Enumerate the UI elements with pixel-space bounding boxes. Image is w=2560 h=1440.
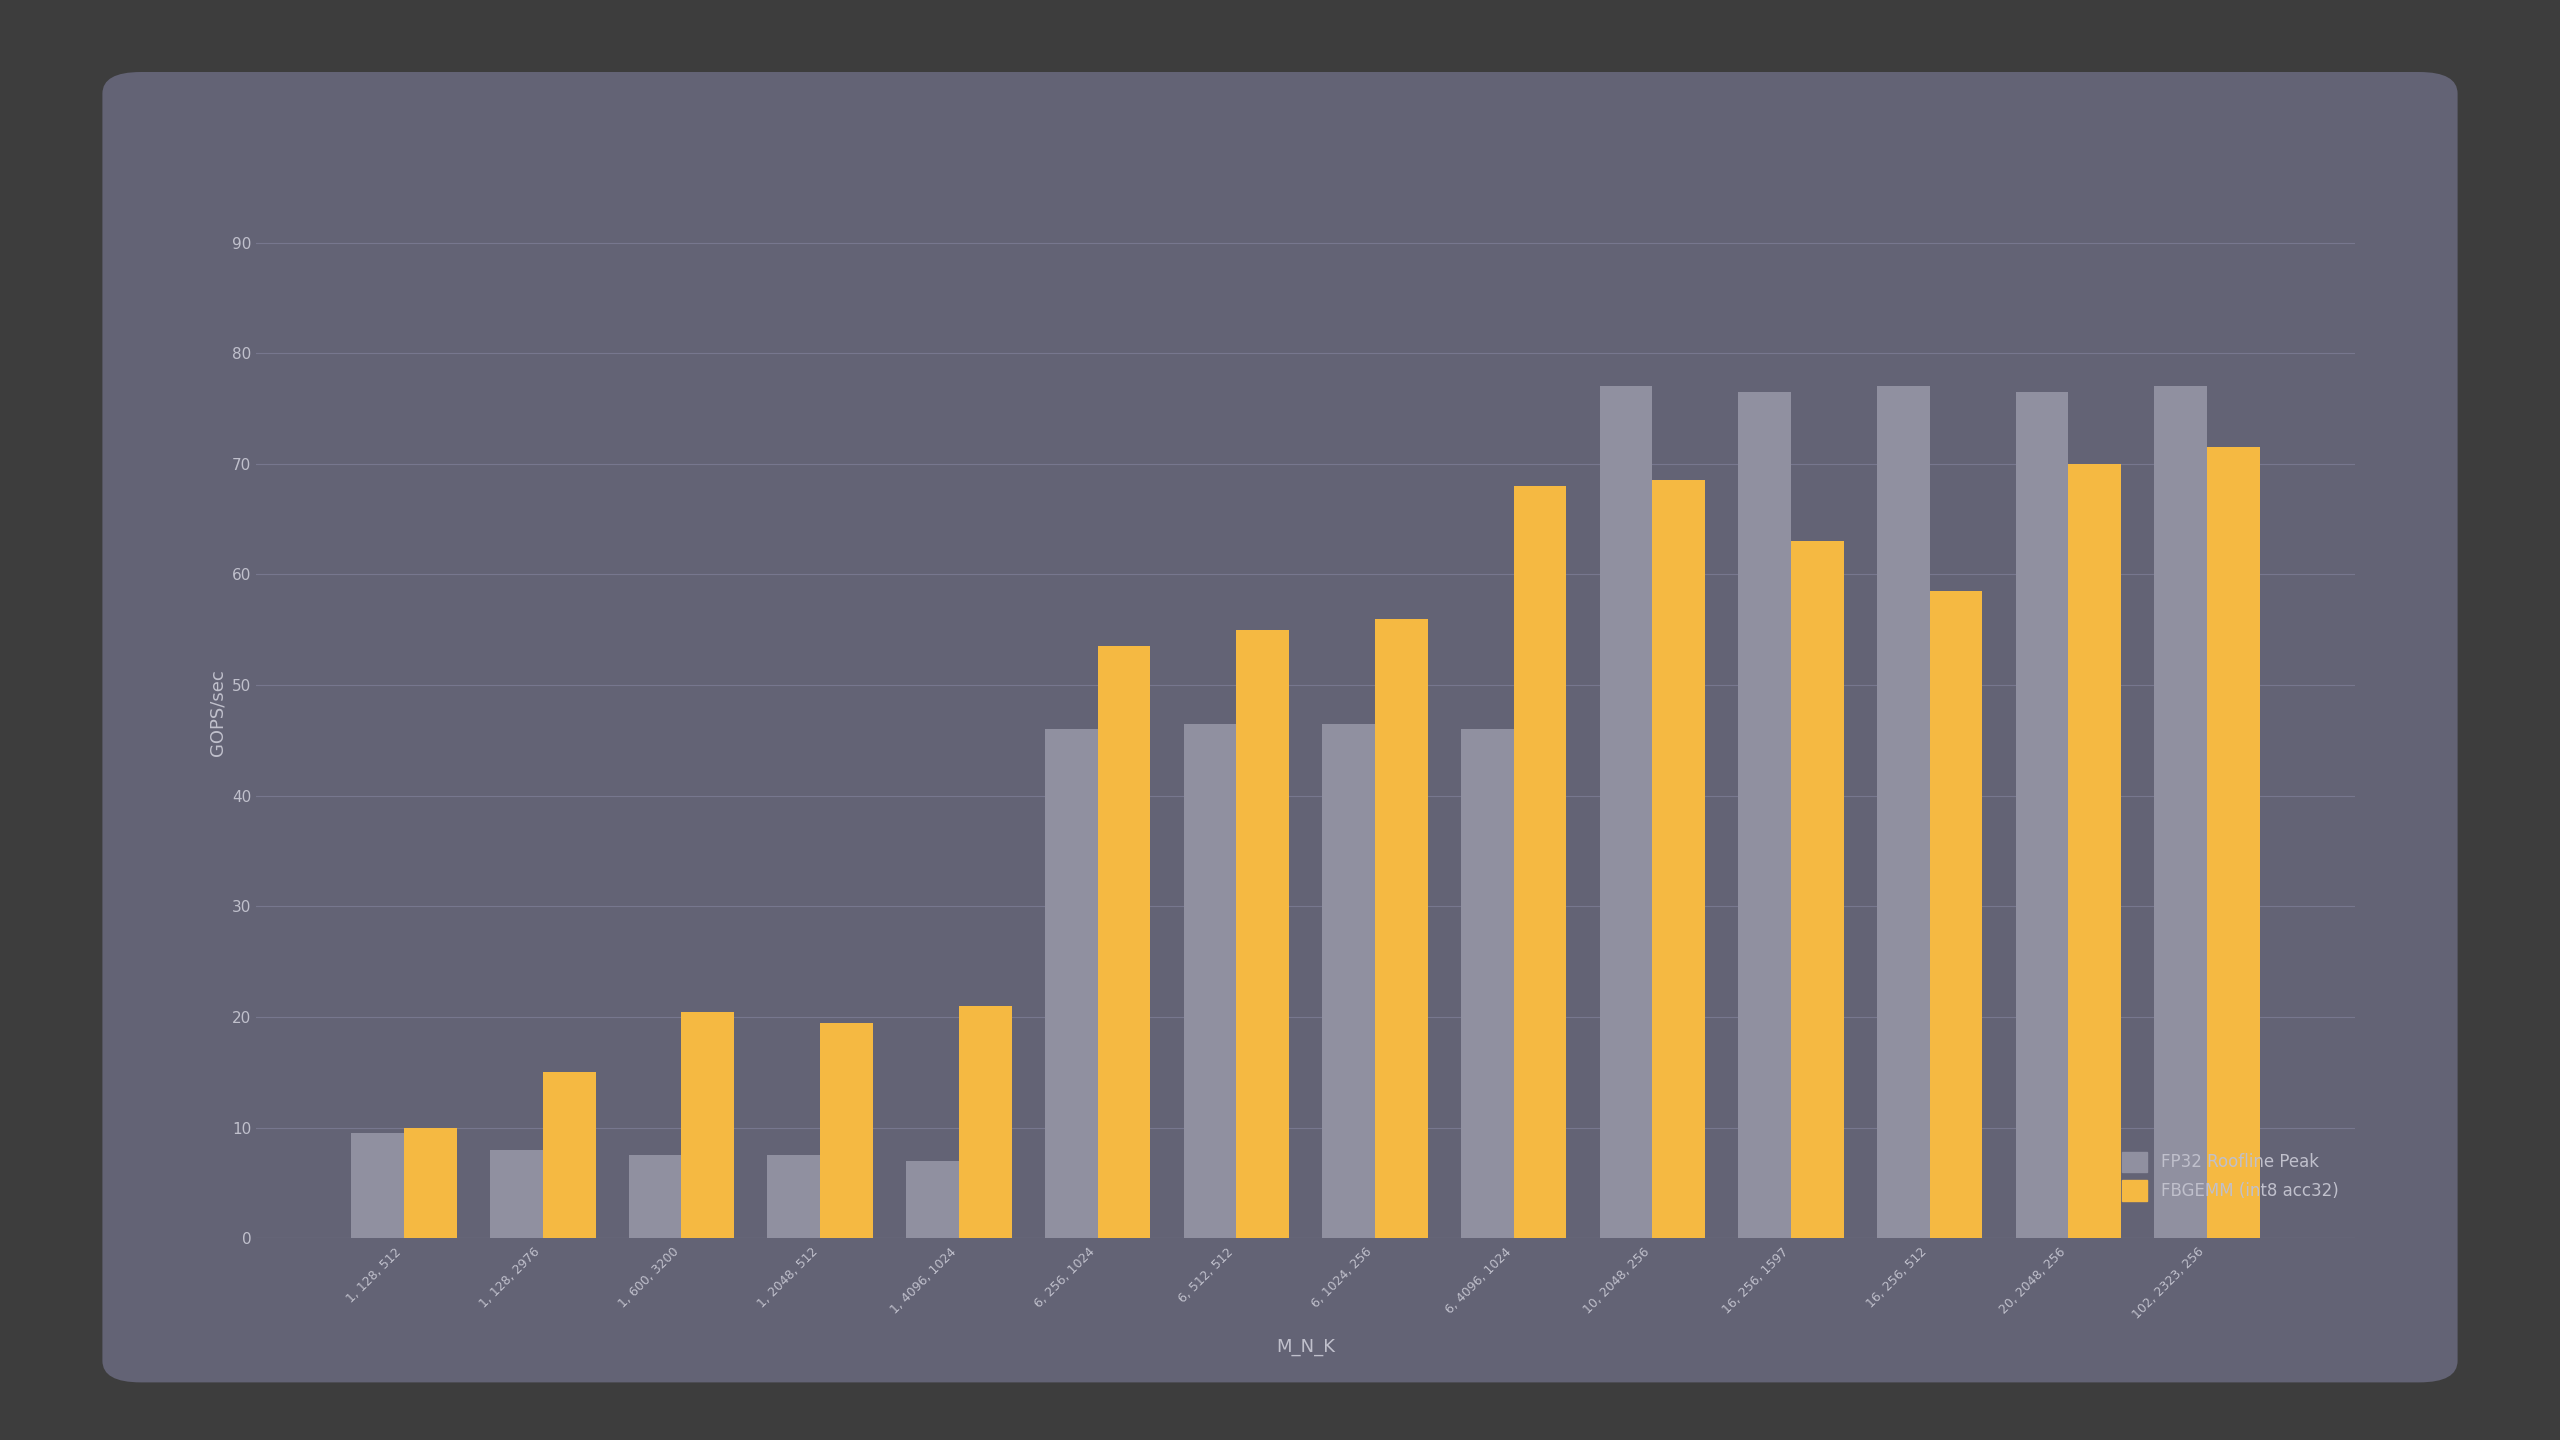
Bar [1183, 724, 1236, 1238]
Bar [1513, 485, 1567, 1238]
Bar [1930, 590, 1981, 1238]
Bar [543, 1073, 596, 1238]
Bar [906, 1161, 960, 1238]
Bar [1044, 730, 1098, 1238]
Bar [819, 1022, 873, 1238]
Bar [1462, 730, 1513, 1238]
Bar [630, 1155, 681, 1238]
Y-axis label: GOPS/sec: GOPS/sec [210, 670, 228, 756]
Bar [1876, 386, 1930, 1238]
X-axis label: M_N_K: M_N_K [1275, 1338, 1336, 1356]
Bar [2015, 392, 2068, 1238]
Bar [960, 1007, 1011, 1238]
Bar [1651, 481, 1705, 1238]
Bar [681, 1011, 735, 1238]
Bar [1738, 392, 1792, 1238]
Bar [404, 1128, 456, 1238]
Bar [1600, 386, 1651, 1238]
Bar [351, 1133, 404, 1238]
Bar [1324, 724, 1375, 1238]
Bar [1375, 619, 1428, 1238]
Legend: FP32 Roofline Peak, FBGEMM (int8 acc32): FP32 Roofline Peak, FBGEMM (int8 acc32) [2115, 1143, 2348, 1210]
Bar [1098, 647, 1149, 1238]
Bar [2068, 464, 2122, 1238]
Bar [2156, 386, 2207, 1238]
Bar [1792, 541, 1843, 1238]
Bar [1236, 629, 1288, 1238]
Bar [2207, 448, 2260, 1238]
Bar [489, 1151, 543, 1238]
Bar [768, 1155, 819, 1238]
